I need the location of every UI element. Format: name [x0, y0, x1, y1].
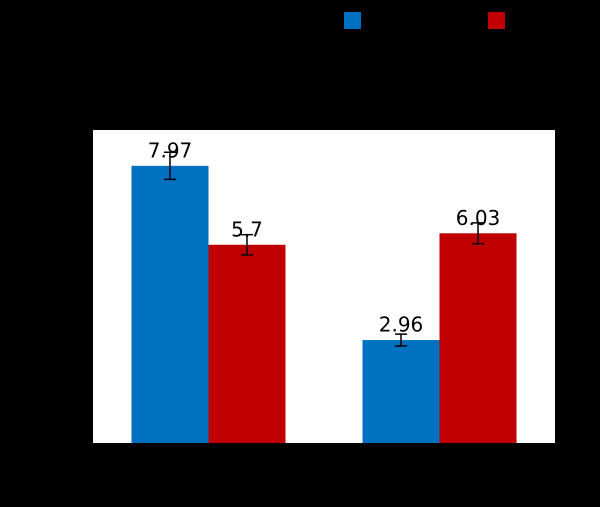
bar: [439, 233, 517, 443]
legend-swatch: [344, 12, 361, 29]
data-label: 7.97: [148, 138, 193, 162]
bar: [208, 244, 286, 443]
legend-swatch: [488, 12, 505, 29]
bar: [131, 165, 209, 443]
data-label: 6.03: [456, 206, 501, 230]
data-label: 5.7: [231, 217, 263, 241]
bar: [362, 340, 440, 443]
data-label: 2.96: [379, 313, 424, 337]
